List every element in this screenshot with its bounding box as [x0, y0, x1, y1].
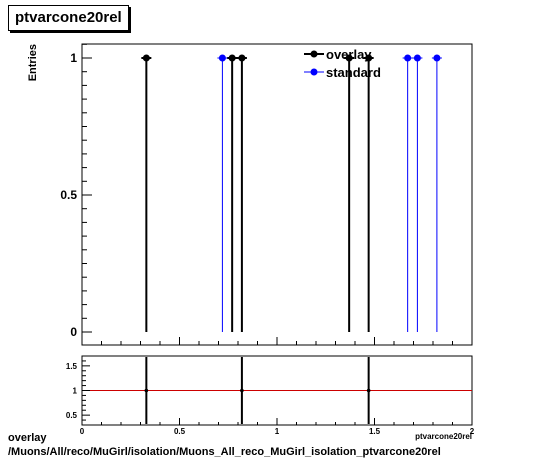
legend-label: standard	[326, 65, 381, 80]
ratio-point	[240, 388, 244, 393]
legend-marker	[310, 68, 318, 76]
ratio-x-tick-label: 2	[470, 427, 475, 436]
legend-label: overlay	[326, 47, 372, 62]
x-axis-label: ptvarcone20rel	[415, 432, 472, 441]
standard-point	[413, 54, 421, 62]
overlay-point	[345, 54, 353, 62]
ratio-y-tick-label: 1.5	[66, 362, 78, 371]
ratio-y-tick-label: 0.5	[66, 411, 78, 420]
overlay-point	[238, 54, 246, 62]
main-frame	[81, 43, 473, 346]
legend-marker	[310, 50, 318, 58]
overlay-point	[228, 54, 236, 62]
y-tick-label: 1	[70, 51, 77, 65]
y-tick-label: 0.5	[60, 188, 77, 202]
footer-path: /Muons/All/reco/MuGirl/isolation/Muons_A…	[8, 446, 441, 458]
overlay-point	[142, 54, 150, 62]
y-tick-label: 0	[70, 325, 77, 339]
plot-title: ptvarcone20rel	[8, 5, 129, 31]
ratio-x-tick-label: 0	[80, 427, 85, 436]
standard-point	[404, 54, 412, 62]
ratio-x-tick-label: 1	[275, 427, 280, 436]
ratio-point	[144, 388, 149, 393]
standard-point	[433, 54, 441, 62]
ratio-y-tick-label: 1	[73, 387, 78, 396]
standard-point	[218, 54, 226, 62]
footer-label: overlay	[8, 432, 47, 444]
ratio-point	[366, 388, 371, 393]
ratio-x-tick-label: 0.5	[174, 427, 186, 436]
overlay-point	[365, 54, 373, 62]
ratio-x-tick-label: 1.5	[369, 427, 381, 436]
y-axis-label: Entries	[27, 44, 39, 81]
